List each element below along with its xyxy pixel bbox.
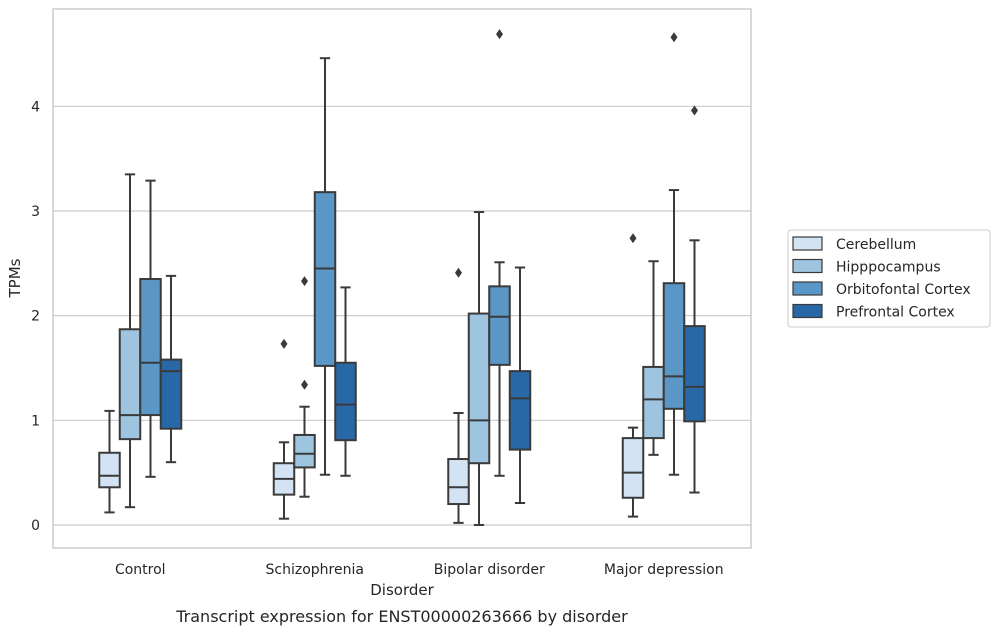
- box-series: [98, 29, 706, 526]
- legend-label: Hipppocampus: [836, 260, 941, 276]
- y-axis-ticks: 0 1 2 3 4: [31, 99, 40, 534]
- box-orbitofontal-cortex-0: [139, 179, 162, 478]
- box-cerebellum-0: [98, 409, 121, 514]
- outlier-point: [301, 379, 308, 390]
- legend-label: Cerebellum: [836, 237, 916, 253]
- legend-swatch: [792, 236, 823, 251]
- legend: Cerebellum Hipppocampus Orbitofontal Corte…: [787, 229, 991, 328]
- box-cerebellum-1: [272, 338, 296, 520]
- box-iqr: [488, 285, 511, 366]
- outlier-point: [301, 276, 308, 287]
- x-axis-ticks: Control Schizophrenia Bipolar disorder Majo…: [115, 562, 724, 578]
- legend-swatch: [792, 303, 823, 319]
- box-iqr: [139, 278, 162, 417]
- legend-swatch: [792, 258, 823, 274]
- outlier-point: [629, 233, 637, 244]
- y-tick-label: 3: [31, 204, 40, 220]
- box-iqr: [683, 325, 706, 423]
- box-orbitofontal-cortex-2: [488, 29, 511, 477]
- x-axis-title: Disorder: [370, 581, 434, 599]
- box-iqr: [467, 312, 491, 465]
- box-cerebellum-3: [621, 233, 645, 518]
- box-hipppocampus-0: [118, 173, 142, 509]
- box-iqr: [447, 458, 470, 506]
- y-tick-label: 0: [31, 518, 40, 534]
- box-iqr: [293, 433, 316, 469]
- box-prefrontal-cortex-1: [334, 286, 357, 477]
- x-tick-label: Major depression: [604, 562, 724, 578]
- x-tick-label: Control: [115, 562, 166, 578]
- chart-caption: Transcript expression for ENST0000026366…: [175, 607, 628, 626]
- box-prefrontal-cortex-3: [683, 105, 706, 494]
- box-prefrontal-cortex-2: [508, 266, 532, 504]
- legend-label: Prefrontal Cortex: [836, 305, 955, 321]
- box-iqr: [621, 437, 645, 499]
- box-iqr: [508, 370, 532, 451]
- box-iqr: [118, 328, 142, 441]
- y-tick-label: 4: [31, 99, 40, 115]
- box-orbitofontal-cortex-1: [313, 57, 337, 476]
- box-cerebellum-2: [447, 267, 470, 524]
- box-iqr: [334, 361, 357, 442]
- box-iqr: [642, 365, 665, 440]
- box-hipppocampus-3: [642, 260, 665, 456]
- x-tick-label: Schizophrenia: [266, 562, 364, 578]
- box-iqr: [159, 358, 183, 430]
- outlier-point: [455, 267, 462, 278]
- plot-area-frame: [52, 8, 752, 549]
- box-prefrontal-cortex-0: [159, 274, 183, 464]
- y-tick-label: 2: [31, 309, 40, 325]
- outlier-point: [280, 338, 288, 349]
- y-axis-title: TPMs: [6, 258, 24, 298]
- legend-frame: [787, 229, 991, 328]
- box-iqr: [98, 451, 121, 489]
- box-iqr: [662, 282, 686, 410]
- legend-swatch: [792, 281, 823, 296]
- box-hipppocampus-1: [293, 276, 316, 498]
- outlier-point: [670, 32, 678, 43]
- y-tick-label: 1: [31, 413, 40, 429]
- x-tick-label: Bipolar disorder: [434, 562, 545, 578]
- outlier-point: [496, 29, 503, 40]
- legend-label: Orbitofontal Cortex: [836, 282, 971, 298]
- box-hipppocampus-2: [467, 211, 491, 526]
- box-iqr: [313, 191, 337, 367]
- outlier-point: [691, 105, 698, 116]
